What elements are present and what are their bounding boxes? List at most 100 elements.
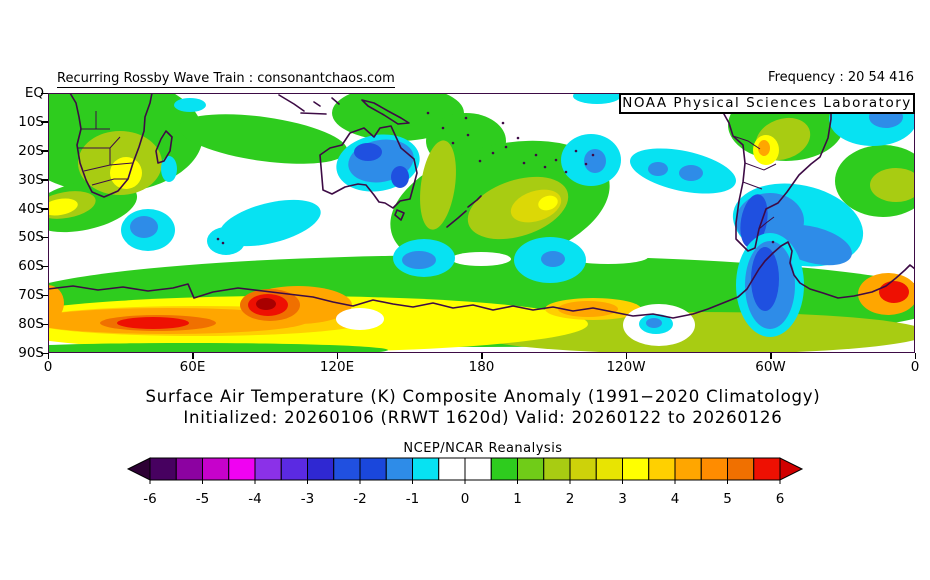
- coastline: [361, 99, 410, 125]
- colorbar-title: NCEP/NCAR Reanalysis: [403, 441, 563, 456]
- colorbar: -6 -5 -4 -3 -2 -1 0 1 2 3 4 5 6: [126, 457, 804, 507]
- country-border: [78, 111, 133, 186]
- coastline: [394, 209, 405, 221]
- anomaly-blob-r: [879, 281, 909, 303]
- colorbar-segment-6: [307, 457, 335, 481]
- plot-title-line1: Surface Air Temperature (K) Composite An…: [145, 387, 821, 406]
- anomaly-blob-y: [110, 157, 142, 189]
- anomaly-blob-db: [740, 194, 768, 248]
- y-axis-label-20S: 20S: [18, 142, 44, 159]
- colorbar-segment-21: [700, 457, 728, 481]
- y-axis-label-90S: 90S: [18, 345, 44, 361]
- colorbar-label-2: 2: [566, 491, 575, 507]
- y-axis-tick: [41, 208, 48, 210]
- y-axis-label-EQ: EQ: [24, 85, 44, 101]
- island-dot: [564, 170, 568, 174]
- colorbar-segment-2: [202, 457, 230, 481]
- anomaly-blob-o: [758, 140, 770, 156]
- island-dot: [426, 111, 430, 115]
- island-dot: [584, 162, 588, 166]
- colorbar-label--5: -5: [196, 491, 209, 507]
- anomaly-blob-c: [573, 93, 621, 104]
- colorbar-segment-9: [385, 457, 413, 481]
- island-dot: [534, 153, 538, 157]
- island-dot: [221, 241, 225, 245]
- coastline: [719, 93, 832, 252]
- island-dot: [771, 240, 775, 244]
- y-axis-tick: [41, 236, 48, 239]
- x-axis-tick: [625, 353, 627, 359]
- anomaly-blob-db: [391, 166, 409, 188]
- anomaly-map-svg: [48, 93, 915, 353]
- coastline: [155, 130, 173, 164]
- island-dot: [522, 161, 526, 165]
- colorbar-segment-8: [359, 457, 387, 481]
- colorbar-segment-22: [727, 457, 755, 481]
- x-axis-label-120W-4: 120W: [606, 359, 646, 375]
- colorbar-right-arrow: [779, 457, 804, 481]
- colorbar-segment-15: [543, 457, 571, 481]
- anomaly-blob-c: [161, 156, 177, 182]
- y-axis-label-40S: 40S: [18, 200, 44, 217]
- colorbar-segment-11: [438, 457, 466, 481]
- map-frame: [48, 93, 915, 353]
- colorbar-label--1: -1: [406, 491, 419, 507]
- colorbar-label-4: 4: [671, 491, 680, 507]
- anomaly-blob-b: [584, 149, 606, 173]
- colorbar-segment-3: [228, 457, 256, 481]
- x-axis-tick: [192, 353, 194, 359]
- plot-titles: Surface Air Temperature (K) Composite An…: [0, 386, 930, 428]
- y-axis-label-10S: 10S: [18, 113, 44, 130]
- anomaly-blob-w: [336, 308, 384, 330]
- colorbar-segment-0: [149, 457, 177, 481]
- colorbar-left-arrow: [126, 457, 151, 481]
- colorbar-label-6: 6: [776, 491, 785, 507]
- anomaly-blob-c: [219, 199, 321, 247]
- y-axis-tick: [41, 121, 48, 123]
- y-axis-label-60S: 60S: [18, 258, 44, 275]
- colorbar-segment-16: [569, 457, 597, 481]
- frequency-label: Frequency : 20 54 416: [768, 70, 914, 85]
- anomaly-blob-y: [538, 195, 558, 211]
- colorbar-segment-10: [412, 457, 440, 481]
- anomaly-blob-w: [60, 251, 156, 267]
- colorbar-label--2: -2: [353, 491, 366, 507]
- anomaly-blob-db: [751, 247, 779, 311]
- country-border: [732, 135, 777, 230]
- colorbar-segment-14: [517, 457, 545, 481]
- colorbar-segment-19: [648, 457, 676, 481]
- x-axis-tick: [47, 353, 49, 359]
- coastline: [319, 125, 418, 209]
- colorbar-label--4: -4: [248, 491, 261, 507]
- x-axis-label-120E-2: 120E: [319, 359, 355, 375]
- colorbar-segment-1: [175, 457, 203, 481]
- y-axis-tick: [41, 323, 48, 326]
- island-dot: [543, 165, 547, 169]
- anomaly-blob-o: [48, 285, 64, 321]
- anomaly-map: [48, 93, 915, 353]
- coastline: [446, 195, 482, 228]
- y-axis-tick: [41, 92, 48, 94]
- island-dot: [591, 153, 595, 157]
- x-axis-label-0-6: 0: [910, 359, 920, 375]
- anomaly-blob-b: [646, 318, 662, 328]
- coastline: [278, 94, 340, 115]
- colorbar-segment-7: [333, 457, 361, 481]
- colorbar-segment-5: [280, 457, 308, 481]
- y-axis-label-30S: 30S: [18, 171, 44, 188]
- anomaly-blob-b: [679, 165, 703, 181]
- colorbar-label-0: 0: [461, 491, 470, 507]
- y-axis-tick: [41, 150, 48, 152]
- y-axis-label-80S: 80S: [18, 316, 44, 333]
- y-axis-tick: [41, 265, 48, 268]
- colorbar-segment-13: [490, 457, 518, 481]
- island-dot: [451, 141, 455, 145]
- x-axis-label-60E-1: 60E: [179, 359, 206, 375]
- colorbar-segment-17: [595, 457, 623, 481]
- anomaly-blob-g: [48, 343, 388, 353]
- anomaly-blob-b: [648, 162, 668, 176]
- colorbar-label--6: -6: [143, 491, 156, 507]
- colorbar-segment-23: [753, 457, 781, 481]
- colorbar-label-1: 1: [513, 491, 522, 507]
